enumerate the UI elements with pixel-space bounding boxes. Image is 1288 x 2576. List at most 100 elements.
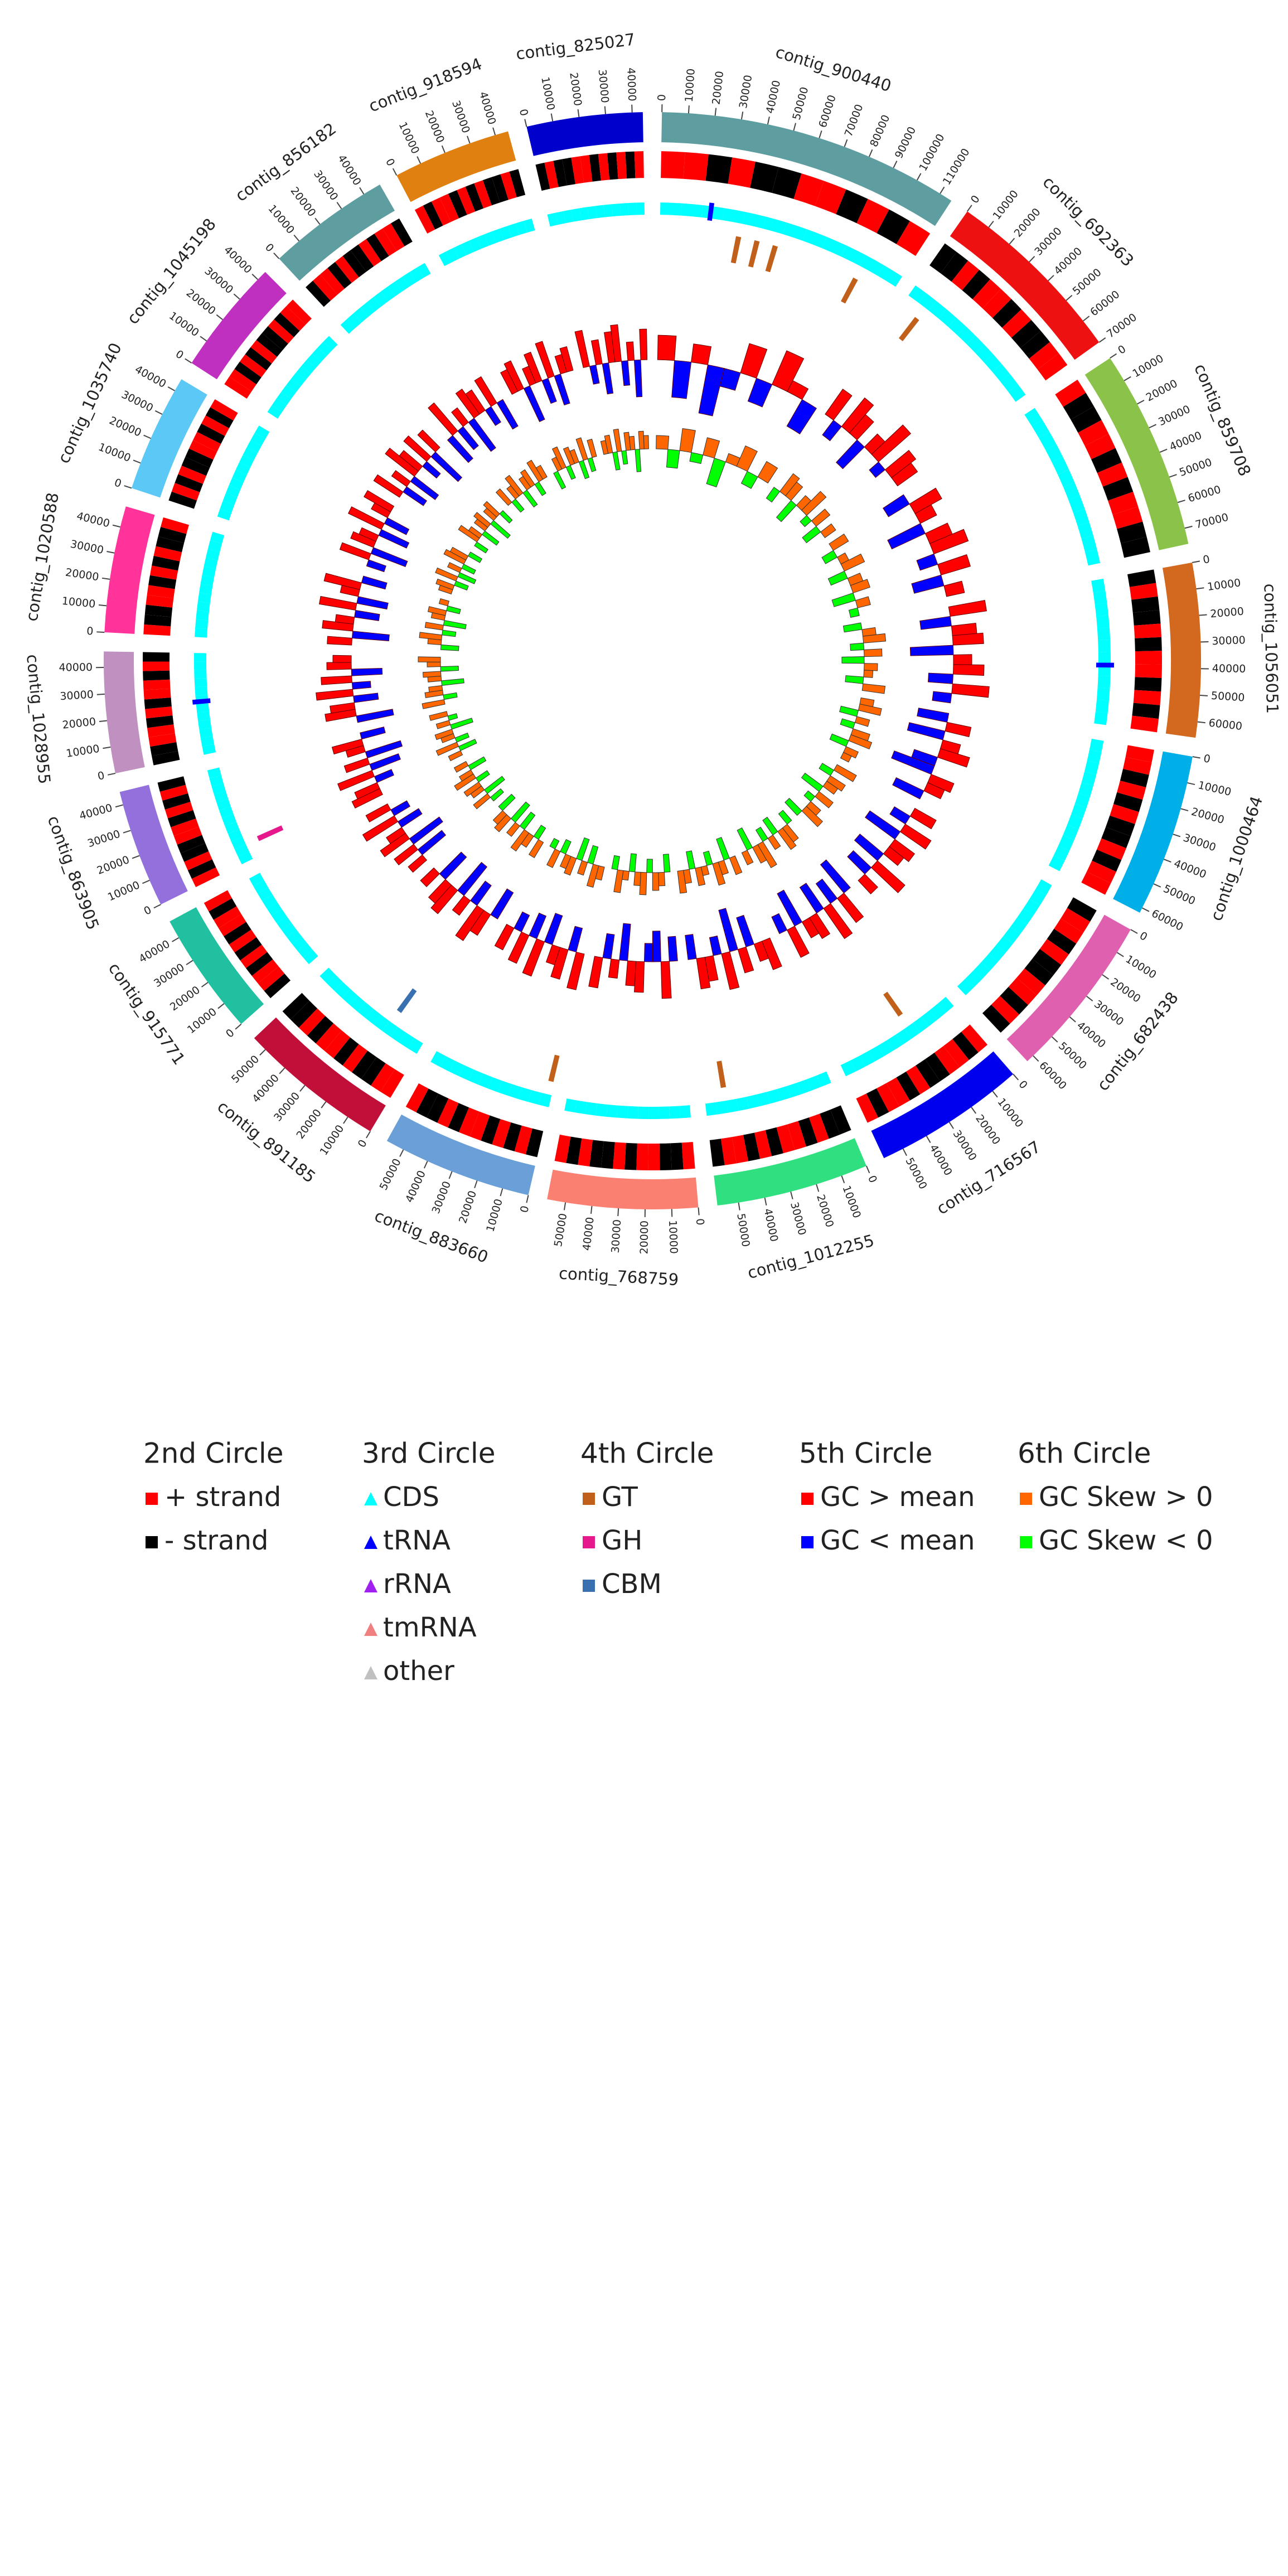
- cds-feature: [1058, 469, 1075, 487]
- gc-skew-bar: [427, 661, 441, 667]
- gc-content-bar: [943, 580, 965, 597]
- strand-segment: [325, 1030, 351, 1058]
- tick-label: 40000: [221, 244, 254, 276]
- strand-segment: [1117, 521, 1147, 544]
- cds-feature: [196, 610, 209, 621]
- gc-skew-bar: [767, 834, 781, 850]
- cds-feature: [937, 996, 954, 1013]
- cds-feature: [276, 391, 292, 406]
- gc-skew-bar: [443, 619, 467, 630]
- tick-mark: [893, 161, 898, 168]
- cds-feature: [628, 202, 637, 216]
- gc-skew-bar: [839, 705, 859, 717]
- tick-label: 40000: [1074, 1019, 1108, 1050]
- strand-segment: [234, 937, 262, 961]
- tick-mark: [1163, 859, 1171, 863]
- strand-segment: [350, 244, 374, 272]
- strand-segment: [240, 945, 268, 969]
- strand-segment: [972, 279, 1001, 309]
- strand-segment: [146, 594, 174, 608]
- contig-name: contig_1020588: [22, 491, 62, 623]
- cds-feature: [627, 1106, 638, 1119]
- strand-segment: [164, 801, 193, 819]
- tick-label: 30000: [1156, 403, 1192, 429]
- tick-label: 30000: [430, 1179, 454, 1215]
- contig-ideogram: [526, 112, 643, 156]
- gc-content-bar: [657, 335, 677, 361]
- cds-feature: [199, 728, 213, 738]
- gc-content-bar: [523, 385, 545, 423]
- gc-skew-bar: [474, 541, 488, 554]
- strand-segment: [934, 1045, 960, 1074]
- cds-feature: [303, 950, 318, 965]
- tick-label: 40000: [1168, 429, 1203, 453]
- legend-marker: [364, 1492, 377, 1505]
- cds-feature: [992, 364, 1010, 382]
- strand-segment: [1117, 781, 1146, 800]
- strand-segment: [1008, 977, 1037, 1005]
- cds-feature: [929, 1003, 946, 1020]
- strand-segment: [427, 1093, 449, 1123]
- gc-skew-bar: [829, 733, 849, 747]
- strand-segment: [991, 996, 1019, 1024]
- tick-label: 0: [1203, 752, 1212, 766]
- cds-feature: [606, 1104, 618, 1118]
- cds-feature: [232, 469, 247, 483]
- cds-feature: [438, 251, 452, 267]
- strand-segment: [143, 661, 170, 671]
- tick-label: 10000: [1207, 577, 1242, 593]
- gc-skew-bar: [663, 854, 671, 873]
- strand-segment: [1122, 757, 1152, 775]
- gc-content-bar: [428, 402, 458, 436]
- gc-content-bar: [514, 911, 530, 932]
- gc-content-bar: [397, 808, 423, 828]
- strand-segment: [659, 1143, 672, 1170]
- tick-mark: [1086, 995, 1093, 1001]
- gc-skew-bar: [458, 739, 477, 751]
- tick-label: 10000: [484, 1198, 505, 1233]
- gc-content-bar: [447, 435, 473, 463]
- gc-content-bar: [327, 636, 353, 646]
- strand-segment: [416, 1088, 439, 1118]
- cds-feature: [1071, 803, 1087, 819]
- cds-feature: [564, 1098, 577, 1113]
- tick-mark: [133, 459, 141, 464]
- gc-content-bar: [619, 923, 631, 961]
- tick-label: 50000: [229, 1053, 262, 1086]
- strand-segment: [197, 423, 225, 444]
- strand-segment: [256, 333, 283, 357]
- cds-feature: [797, 1079, 811, 1095]
- tick-label: 50000: [734, 1213, 752, 1248]
- tick-label: 40000: [1212, 662, 1246, 675]
- strand-segment: [431, 197, 451, 226]
- tick-mark: [526, 1195, 529, 1203]
- cds-feature: [500, 225, 512, 240]
- tick-label: 20000: [184, 287, 218, 317]
- contig-name: contig_768759: [558, 1264, 679, 1290]
- tick-mark: [992, 1091, 998, 1098]
- tick-mark: [492, 127, 496, 135]
- cds-feature: [258, 887, 273, 902]
- tick-mark: [172, 937, 180, 942]
- strand-segment: [152, 555, 180, 571]
- tick-mark: [251, 273, 258, 280]
- gc-skew-bar: [441, 678, 464, 686]
- tick-label: 30000: [86, 828, 122, 850]
- strand-segment: [808, 1113, 829, 1143]
- cds-feature: [619, 203, 629, 216]
- tick-mark: [1102, 974, 1110, 980]
- gc-content-bar: [865, 810, 901, 840]
- tick-mark: [604, 106, 606, 114]
- gc-skew-bar: [635, 449, 642, 472]
- tick-mark: [966, 205, 972, 212]
- strand-segment: [1039, 939, 1069, 965]
- gc-content-bar: [566, 951, 585, 990]
- strand-segment: [143, 652, 170, 662]
- cds-feature: [840, 1061, 856, 1077]
- gc-skew-bar: [587, 438, 597, 458]
- gc-skew-bar: [863, 648, 883, 657]
- contig-ideogram: [386, 1114, 535, 1195]
- tick-mark: [926, 1135, 931, 1143]
- strand-segment: [553, 159, 567, 187]
- tick-label: 20000: [65, 566, 100, 584]
